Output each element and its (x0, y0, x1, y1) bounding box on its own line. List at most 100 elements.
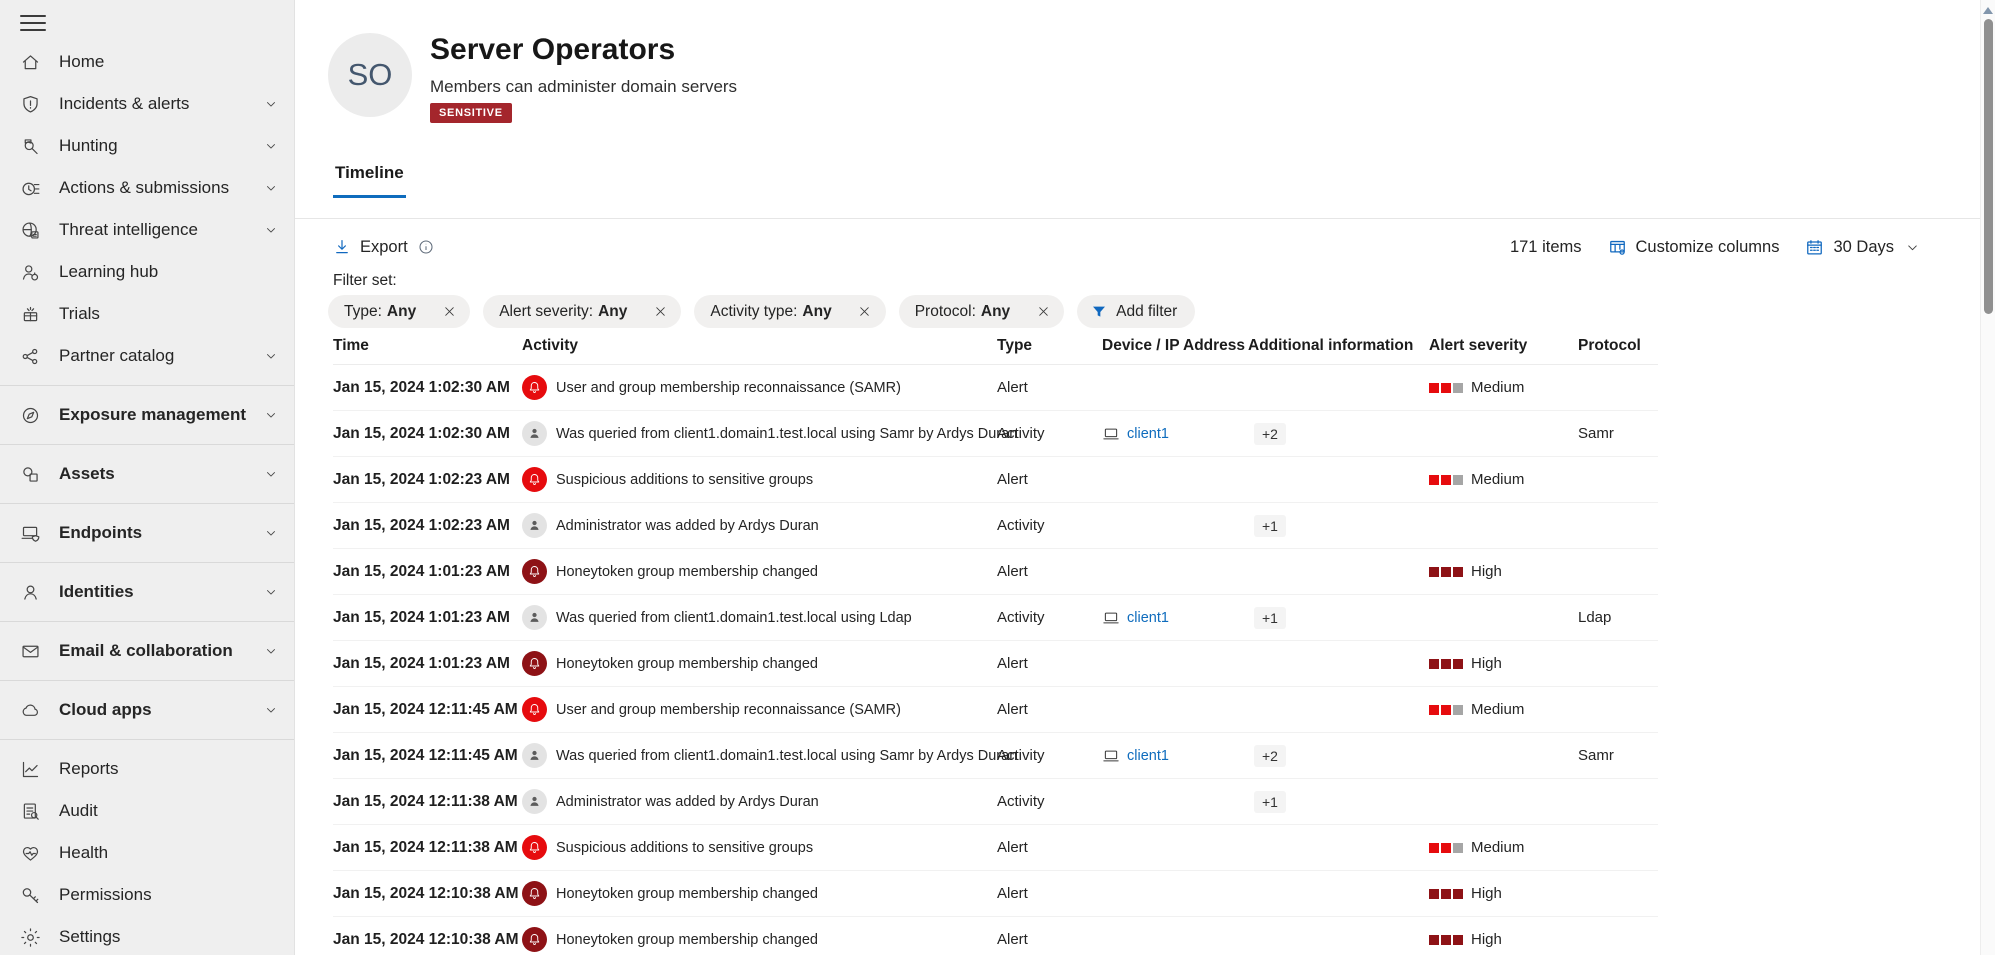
sidebar-item-icon (20, 94, 41, 115)
chevron-down-icon[interactable] (264, 349, 278, 363)
table-row[interactable]: Jan 15, 2024 12:10:38 AM Honeytoken grou… (333, 871, 1658, 917)
chevron-down-icon[interactable] (264, 703, 278, 717)
scrollbar-thumb[interactable] (1983, 19, 1993, 314)
severity-squares (1429, 704, 1463, 715)
device-link[interactable]: client1 (1127, 425, 1169, 442)
sidebar-item[interactable]: Trials (0, 293, 294, 335)
vertical-scrollbar[interactable] (1980, 0, 1995, 955)
cell-type: Alert (997, 885, 1028, 902)
additional-info-badge[interactable]: +1 (1254, 514, 1286, 537)
sidebar-item[interactable]: Home (0, 41, 294, 83)
additional-info-badge[interactable]: +1 (1254, 790, 1286, 813)
sensitive-badge: SENSITIVE (430, 103, 512, 123)
col-header-severity[interactable]: Alert severity (1429, 337, 1528, 354)
device-link[interactable]: client1 (1127, 609, 1169, 626)
cell-type: Alert (997, 563, 1028, 580)
col-header-time[interactable]: Time (333, 337, 369, 354)
table-row[interactable]: Jan 15, 2024 1:02:23 AM Administrator wa… (333, 503, 1658, 549)
sidebar-item[interactable]: Reports (0, 748, 294, 790)
tab-timeline[interactable]: Timeline (333, 163, 406, 198)
severity-label: High (1471, 885, 1502, 902)
chevron-down-icon[interactable] (264, 223, 278, 237)
sidebar-item-label: Trials (59, 304, 100, 323)
filter-chip-label: Type: (344, 302, 382, 320)
sidebar-item[interactable]: Audit (0, 790, 294, 832)
hamburger-menu-icon[interactable] (20, 12, 46, 34)
col-header-activity[interactable]: Activity (522, 337, 578, 354)
table-row[interactable]: Jan 15, 2024 1:01:23 AM Was queried from… (333, 595, 1658, 641)
table-row[interactable]: Jan 15, 2024 1:02:30 AM Was queried from… (333, 411, 1658, 457)
remove-filter-button[interactable] (645, 295, 675, 328)
activity-text: Honeytoken group membership changed (556, 931, 818, 948)
activity-text: Honeytoken group membership changed (556, 885, 818, 902)
device-link[interactable]: client1 (1127, 747, 1169, 764)
info-icon[interactable] (417, 238, 435, 256)
export-button[interactable]: Export (333, 238, 435, 257)
table-row[interactable]: Jan 15, 2024 1:02:30 AM User and group m… (333, 365, 1658, 411)
chevron-down-icon[interactable] (264, 181, 278, 195)
sidebar-item[interactable]: Assets (0, 453, 294, 495)
sidebar-item-icon (20, 700, 41, 721)
sidebar-item[interactable]: Cloud apps (0, 689, 294, 731)
table-row[interactable]: Jan 15, 2024 12:11:38 AM Administrator w… (333, 779, 1658, 825)
chevron-down-icon[interactable] (264, 408, 278, 422)
sidebar-item[interactable]: Permissions (0, 874, 294, 916)
chevron-down-icon[interactable] (264, 97, 278, 111)
sidebar-item[interactable]: Exposure management (0, 394, 294, 436)
sidebar-item-label: Exposure management (59, 405, 247, 424)
table-row[interactable]: Jan 15, 2024 1:01:23 AM Honeytoken group… (333, 549, 1658, 595)
sidebar-item[interactable]: Incidents & alerts (0, 83, 294, 125)
remove-filter-button[interactable] (1028, 295, 1058, 328)
alert-bell-icon (529, 934, 540, 945)
activity-person-icon (530, 750, 539, 760)
table-row[interactable]: Jan 15, 2024 1:02:23 AM Suspicious addit… (333, 457, 1658, 503)
close-icon (444, 307, 454, 316)
sidebar-item[interactable]: Hunting (0, 125, 294, 167)
col-header-type[interactable]: Type (997, 337, 1033, 354)
remove-filter-button[interactable] (850, 295, 880, 328)
sidebar-item[interactable]: Learning hub (0, 251, 294, 293)
sidebar-item[interactable]: Actions & submissions (0, 167, 294, 209)
add-filter-button[interactable]: Add filter (1077, 295, 1196, 328)
scrollbar-up-arrow[interactable] (1983, 7, 1993, 14)
sidebar-item[interactable]: Threat intelligence (0, 209, 294, 251)
table-row[interactable]: Jan 15, 2024 1:01:23 AM Honeytoken group… (333, 641, 1658, 687)
date-range-button[interactable]: 30 Days (1805, 238, 1920, 257)
filter-chip[interactable]: Type: Any (328, 295, 471, 328)
sidebar-item-label: Incidents & alerts (59, 94, 190, 113)
laptop-icon (1103, 428, 1119, 439)
sidebar-item[interactable]: Partner catalog (0, 335, 294, 377)
customize-columns-label: Customize columns (1635, 237, 1780, 256)
cell-time: Jan 15, 2024 12:10:38 AM (333, 930, 519, 948)
additional-info-badge[interactable]: +1 (1254, 606, 1286, 629)
col-header-protocol[interactable]: Protocol (1578, 337, 1641, 354)
cell-time: Jan 15, 2024 1:02:23 AM (333, 516, 510, 534)
chevron-down-icon[interactable] (264, 644, 278, 658)
severity-label: Medium (1471, 701, 1525, 718)
chevron-down-icon[interactable] (264, 139, 278, 153)
additional-info-badge[interactable]: +2 (1254, 422, 1286, 445)
remove-filter-button[interactable] (434, 295, 464, 328)
sidebar-item-label: Actions & submissions (59, 178, 230, 197)
chevron-down-icon[interactable] (264, 526, 278, 540)
filter-chip[interactable]: Alert severity: Any (483, 295, 682, 328)
sidebar-item[interactable]: Health (0, 832, 294, 874)
cell-severity: High (1429, 885, 1578, 902)
table-row[interactable]: Jan 15, 2024 12:10:38 AM Honeytoken grou… (333, 917, 1658, 955)
filter-chip[interactable]: Protocol: Any (898, 295, 1065, 328)
table-row[interactable]: Jan 15, 2024 12:11:45 AM Was queried fro… (333, 733, 1658, 779)
chevron-down-icon[interactable] (264, 585, 278, 599)
sidebar-item[interactable]: Endpoints (0, 512, 294, 554)
table-row[interactable]: Jan 15, 2024 12:11:45 AM User and group … (333, 687, 1658, 733)
customize-columns-button[interactable]: Customize columns (1608, 237, 1780, 257)
chevron-down-icon[interactable] (264, 467, 278, 481)
col-header-additional[interactable]: Additional information (1248, 337, 1414, 354)
cell-time: Jan 15, 2024 1:01:23 AM (333, 654, 510, 672)
sidebar-item[interactable]: Identities (0, 571, 294, 613)
sidebar-item[interactable]: Settings (0, 916, 294, 955)
additional-info-badge[interactable]: +2 (1254, 744, 1286, 767)
table-row[interactable]: Jan 15, 2024 12:11:38 AM Suspicious addi… (333, 825, 1658, 871)
filter-chip[interactable]: Activity type: Any (694, 295, 886, 328)
col-header-device[interactable]: Device / IP Address (1102, 337, 1246, 354)
sidebar-item[interactable]: Email & collaboration (0, 630, 294, 672)
